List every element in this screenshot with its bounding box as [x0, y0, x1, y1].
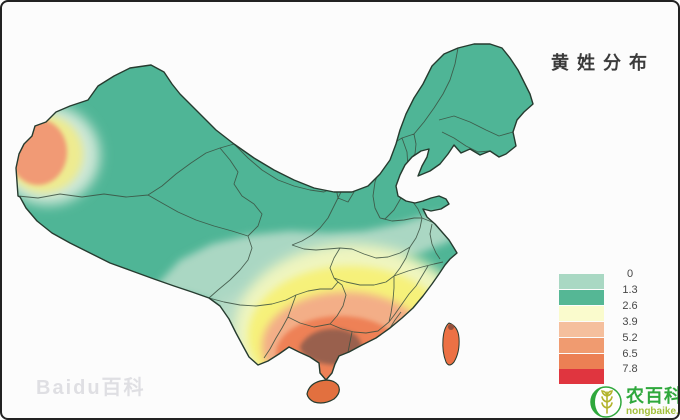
brand-url: nongbaike.net [626, 406, 679, 417]
nongbaike-logo: 农百科 nongbaike.net [590, 386, 680, 418]
nw-blob-salmon [16, 119, 67, 185]
legend-label: 5.2 [622, 331, 638, 344]
legend-swatch [559, 353, 604, 369]
legend-label: 0 [626, 268, 634, 280]
legend-swatch [559, 337, 604, 353]
legend-label: 1.3 [622, 283, 638, 296]
wheat-icon [590, 386, 622, 418]
brand-name: 农百科 [626, 386, 680, 406]
legend-label: 2.6 [622, 299, 638, 312]
taiwan-island [442, 322, 460, 366]
legend-label: 3.9 [622, 315, 638, 328]
legend-label: 7.8 [622, 363, 638, 376]
legend-swatch [559, 305, 604, 321]
legend-swatch [559, 274, 604, 289]
legend: 0 1.3 2.6 3.9 5.2 6.5 7.8 [559, 268, 659, 409]
hainan-island [306, 379, 340, 404]
page-title: 黄姓分布 [551, 53, 655, 73]
legend-label: 6.5 [622, 347, 638, 360]
baidu-watermark: Baidu百科 [36, 377, 146, 399]
province-borders [17, 47, 514, 359]
legend-swatch [559, 289, 604, 305]
legend-swatch [559, 321, 604, 337]
legend-swatch [559, 369, 604, 385]
taiwan-dark-tip [448, 324, 454, 330]
